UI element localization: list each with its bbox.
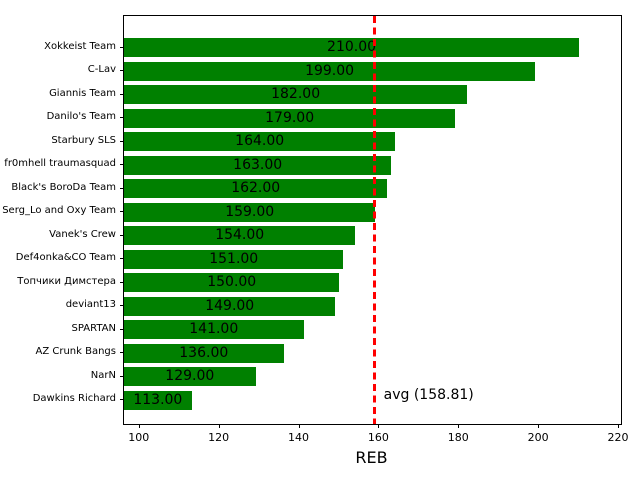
average-line-label: avg (158.81) [383, 387, 474, 403]
bar [124, 343, 284, 363]
y-tick-mark [120, 258, 124, 259]
bar-value-label: 199.00 [305, 62, 355, 79]
y-tick-mark [120, 93, 124, 95]
y-tick-label: Def4onka&CO Team [15, 252, 116, 263]
bar-value-label: 113.00 [133, 391, 183, 408]
bar [124, 249, 344, 269]
average-line [373, 16, 377, 424]
x-tick-mark [218, 424, 220, 428]
bar-value-label: 159.00 [225, 203, 275, 220]
bar-value-label: 182.00 [271, 86, 321, 102]
y-tick-mark [120, 211, 124, 212]
y-tick-mark [120, 305, 124, 306]
bar-value-label: 151.00 [209, 250, 259, 267]
y-tick-mark [120, 46, 124, 48]
x-tick-mark [458, 424, 460, 428]
x-tick-label: 180 [447, 431, 469, 444]
bar-value-label: 179.00 [265, 109, 315, 126]
x-axis-title: REB [355, 448, 388, 467]
y-tick-mark [120, 187, 124, 189]
bar [124, 155, 392, 175]
y-tick-label: Топчики Димстера [17, 275, 116, 287]
y-tick-mark [120, 70, 124, 71]
y-tick-label: fr0mhell traumasquad [4, 158, 116, 169]
x-tick-mark [138, 424, 140, 428]
bar-value-label: 210.00 [327, 39, 377, 55]
bar [124, 61, 536, 81]
bar-value-label: 141.00 [189, 321, 239, 337]
x-tick-label: 140 [288, 431, 310, 444]
bar-value-label: 136.00 [179, 344, 229, 361]
y-tick-mark [120, 281, 124, 283]
y-tick-label: SPARTAN [71, 322, 116, 334]
x-tick-label: 200 [527, 431, 549, 444]
bar [124, 390, 192, 410]
y-tick-label: Black's BoroDa Team [11, 181, 116, 193]
plot-area: avg (158.81) 210.00 199.00 182.00 179.00 164… [123, 15, 622, 425]
y-tick-mark [120, 399, 124, 400]
bar-value-label: 163.00 [233, 156, 283, 173]
bar [124, 108, 456, 128]
x-tick-mark [298, 424, 300, 428]
y-tick-label: Dawkins Richard [32, 393, 116, 404]
x-tick-label: 100 [128, 431, 150, 444]
y-tick-label: Giannis Team [49, 87, 116, 99]
bar [124, 226, 356, 245]
y-tick-mark [120, 375, 124, 377]
y-tick-mark [120, 328, 124, 330]
y-tick-label: Starbury SLS [51, 134, 116, 146]
y-tick-label: Xokkeist Team [44, 40, 116, 52]
bar [124, 85, 468, 104]
bar [124, 296, 336, 316]
bar-value-label: 164.00 [235, 133, 285, 149]
bar-value-label: 162.00 [231, 180, 281, 196]
x-tick-label: 220 [607, 431, 629, 444]
y-tick-label: Danilo's Team [46, 111, 116, 122]
bar [124, 367, 256, 386]
y-tick-label: deviant13 [65, 299, 116, 310]
y-tick-mark [120, 164, 124, 165]
bar [124, 132, 396, 151]
bar-value-label: 129.00 [165, 368, 215, 384]
bar-value-label: 149.00 [205, 297, 255, 314]
bar-value-label: 150.00 [207, 274, 257, 290]
x-tick-mark [538, 424, 540, 428]
y-tick-mark [120, 140, 124, 142]
bar [124, 179, 388, 198]
x-tick-mark [378, 424, 380, 428]
y-tick-mark [120, 352, 124, 353]
x-tick-mark [618, 424, 619, 428]
y-tick-mark [120, 117, 124, 118]
y-tick-label: C-Lav [87, 64, 116, 75]
x-tick-label: 160 [367, 431, 389, 444]
bar [124, 320, 304, 339]
bar [124, 273, 340, 292]
y-tick-label: NarN [90, 369, 116, 381]
bar [124, 202, 376, 222]
y-tick-label: Serg_Lo and Oxy Team [2, 205, 116, 216]
x-tick-label: 120 [208, 431, 230, 444]
y-tick-label: Vanek's Crew [49, 228, 116, 240]
bar [124, 38, 580, 57]
y-tick-label: AZ Crunk Bangs [35, 346, 117, 357]
y-tick-mark [120, 234, 124, 236]
bar-value-label: 154.00 [215, 227, 265, 243]
